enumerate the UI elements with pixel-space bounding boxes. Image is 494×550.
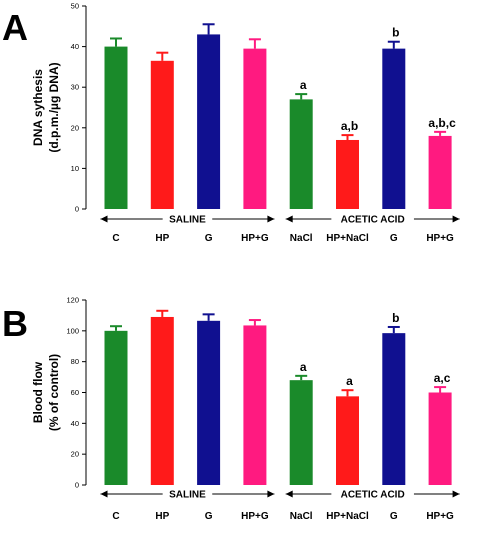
arrowhead-right-icon (452, 490, 460, 498)
category-label: G (205, 233, 213, 244)
bar (150, 316, 174, 485)
bar (289, 99, 313, 209)
bar (289, 380, 313, 485)
bar (197, 34, 221, 209)
panel-a: A 0 10 20 30 40 50 DNA sythesis (d.p.m./µg DNA) C… (2, 2, 460, 244)
category-label: HP+G (241, 511, 269, 522)
y-axis-label: (% of control) (47, 354, 61, 431)
significance-label: a (300, 78, 307, 92)
y-tick-label: 0 (75, 205, 79, 214)
significance-label: a,c (434, 371, 451, 385)
y-tick-label: 50 (71, 2, 79, 11)
y-axis-label: (d.p.m./µg DNA) (47, 62, 61, 152)
y-tick-label: 100 (66, 326, 79, 335)
category-label: G (390, 233, 398, 244)
y-tick-label: 120 (66, 296, 79, 305)
arrowhead-left-icon (285, 490, 293, 498)
bar (104, 330, 128, 485)
significance-label: a (300, 360, 307, 374)
category-label: NaCl (290, 511, 313, 522)
significance-label: a (346, 374, 353, 388)
y-tick-label: 80 (71, 357, 79, 366)
group-label: SALINE (169, 215, 206, 226)
y-axis-label: DNA sythesis (31, 69, 45, 146)
y-tick-label: 40 (71, 419, 79, 428)
panel-letter: A (2, 7, 28, 48)
category-label: HP+NaCl (326, 511, 369, 522)
bar (243, 48, 267, 209)
arrowhead-left-icon (285, 215, 293, 223)
bar (428, 392, 452, 485)
group-label: SALINE (169, 490, 206, 501)
bar (382, 48, 406, 209)
arrowhead-right-icon (267, 490, 275, 498)
bar (336, 139, 359, 209)
category-label: G (390, 511, 398, 522)
y-axis-label: Blood flow (31, 361, 45, 423)
y-tick-label: 10 (71, 164, 79, 173)
y-tick-label: 20 (71, 123, 79, 132)
bar (104, 46, 128, 209)
category-label: HP+G (426, 511, 454, 522)
category-label: C (112, 511, 119, 522)
arrowhead-left-icon (100, 490, 108, 498)
category-label: HP+G (426, 233, 454, 244)
bar (243, 325, 267, 485)
arrowhead-right-icon (267, 215, 275, 223)
panel-letter: B (2, 303, 28, 344)
bar (428, 135, 452, 209)
bar (197, 320, 221, 485)
category-label: NaCl (290, 233, 313, 244)
category-label: HP (155, 511, 169, 522)
y-tick-label: 60 (71, 388, 79, 397)
significance-label: b (392, 311, 399, 325)
category-label: C (112, 233, 119, 244)
group-label: ACETIC ACID (341, 490, 405, 501)
y-tick-label: 40 (71, 42, 79, 51)
category-label: HP+NaCl (326, 233, 369, 244)
category-label: G (205, 511, 213, 522)
bar (336, 396, 359, 485)
y-tick-label: 20 (71, 450, 79, 459)
y-tick-label: 0 (75, 481, 79, 490)
significance-label: a,b (341, 119, 358, 133)
significance-label: b (392, 26, 399, 40)
arrowhead-right-icon (452, 215, 460, 223)
panel-b: B 0 20 40 60 80 100 120 Blood flow (% of control)… (2, 296, 460, 522)
arrowhead-left-icon (100, 215, 108, 223)
category-label: HP+G (241, 233, 269, 244)
y-tick-label: 30 (71, 83, 79, 92)
bar (150, 60, 174, 210)
category-label: HP (155, 233, 169, 244)
bar (382, 333, 406, 485)
group-label: ACETIC ACID (341, 215, 405, 226)
significance-label: a,b,c (428, 116, 456, 130)
